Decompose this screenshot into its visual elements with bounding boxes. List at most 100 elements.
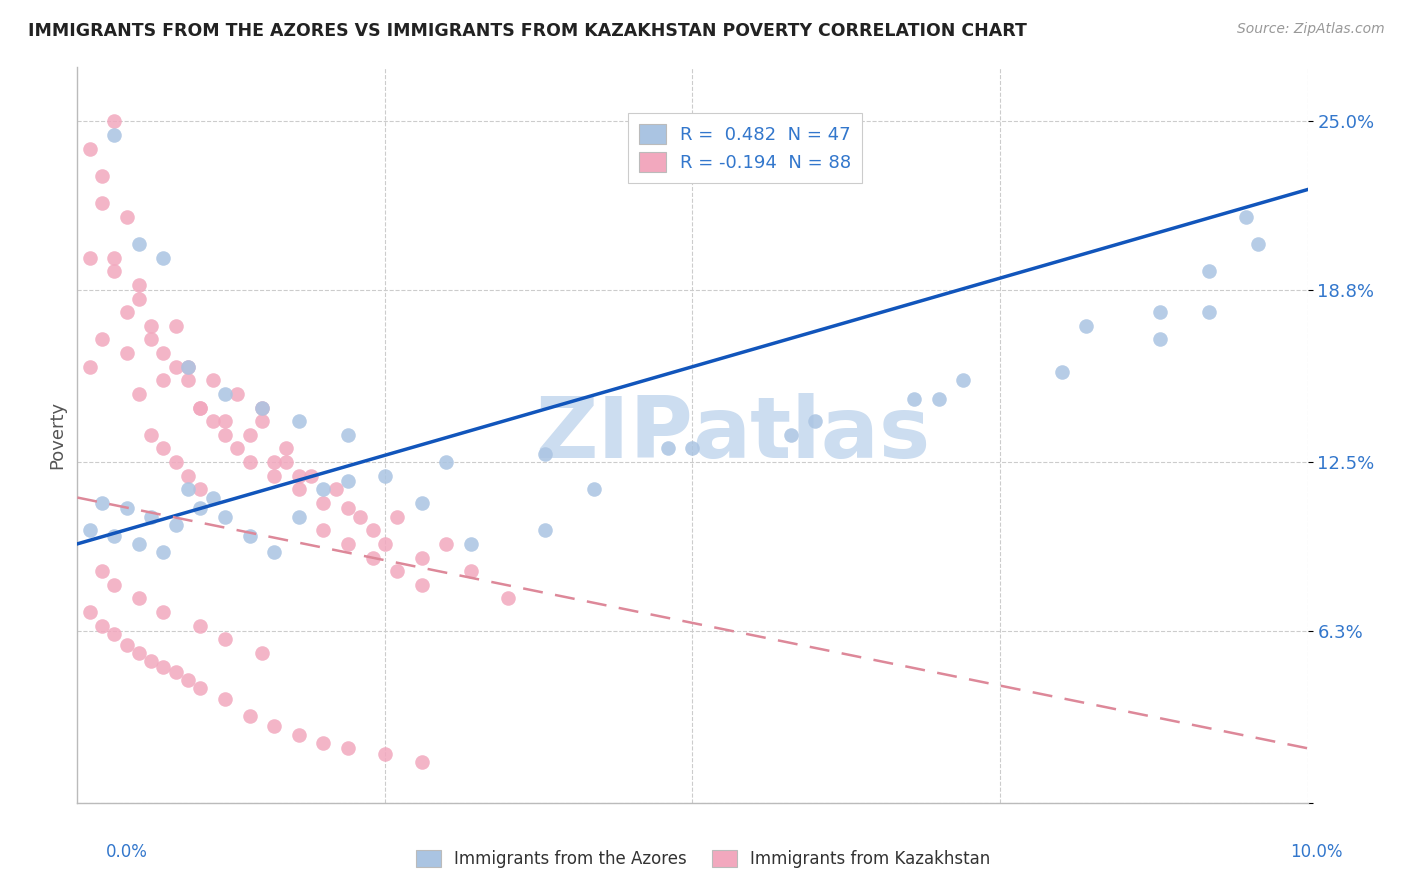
Point	[337, 427, 360, 442]
Point	[103, 264, 125, 278]
Point	[115, 210, 138, 224]
Point	[201, 414, 224, 428]
Point	[1247, 237, 1270, 252]
Point	[152, 373, 174, 387]
Point	[1076, 318, 1098, 333]
Point	[90, 618, 114, 632]
Text: ZIP: ZIP	[534, 393, 693, 476]
Text: Source: ZipAtlas.com: Source: ZipAtlas.com	[1237, 22, 1385, 37]
Point	[165, 517, 187, 532]
Point	[411, 578, 433, 592]
Point	[79, 142, 101, 156]
Point	[1149, 333, 1171, 347]
Point	[250, 401, 273, 415]
Point	[177, 483, 200, 497]
Point	[115, 305, 138, 319]
Point	[250, 401, 273, 415]
Point	[288, 414, 311, 428]
Point	[79, 605, 101, 619]
Point	[141, 509, 163, 524]
Point	[90, 333, 114, 347]
Point	[288, 483, 311, 497]
Point	[90, 169, 114, 183]
Point	[1149, 305, 1171, 319]
Point	[141, 333, 163, 347]
Point	[374, 468, 396, 483]
Point	[325, 483, 347, 497]
Point	[276, 442, 298, 456]
Point	[460, 564, 482, 578]
Point	[349, 509, 371, 524]
Point	[128, 387, 150, 401]
Point	[188, 501, 212, 516]
Point	[1234, 210, 1257, 224]
Point	[226, 387, 249, 401]
Point	[928, 392, 950, 407]
Point	[337, 741, 360, 756]
Point	[534, 447, 557, 461]
Point	[411, 550, 433, 565]
Point	[903, 392, 925, 407]
Point	[214, 692, 236, 706]
Point	[214, 414, 236, 428]
Point	[263, 455, 285, 469]
Point	[128, 591, 150, 606]
Point	[103, 529, 125, 543]
Point	[128, 537, 150, 551]
Legend: Immigrants from the Azores, Immigrants from Kazakhstan: Immigrants from the Azores, Immigrants f…	[409, 843, 997, 875]
Point	[165, 359, 187, 374]
Point	[188, 401, 212, 415]
Point	[177, 359, 200, 374]
Point	[128, 237, 150, 252]
Point	[115, 638, 138, 652]
Point	[201, 373, 224, 387]
Point	[276, 455, 298, 469]
Point	[214, 387, 236, 401]
Point	[682, 442, 704, 456]
Point	[411, 496, 433, 510]
Point	[103, 128, 125, 142]
Point	[374, 747, 396, 761]
Point	[79, 523, 101, 537]
Point	[239, 708, 262, 723]
Point	[288, 728, 311, 742]
Point	[188, 401, 212, 415]
Point	[152, 605, 174, 619]
Point	[214, 427, 236, 442]
Y-axis label: Poverty: Poverty	[48, 401, 66, 469]
Point	[188, 483, 212, 497]
Point	[239, 529, 262, 543]
Point	[128, 277, 150, 292]
Point	[165, 455, 187, 469]
Point	[239, 455, 262, 469]
Point	[165, 318, 187, 333]
Point	[226, 442, 249, 456]
Point	[177, 673, 200, 688]
Point	[188, 681, 212, 696]
Point	[337, 501, 360, 516]
Point	[103, 578, 125, 592]
Point	[312, 736, 335, 750]
Point	[214, 509, 236, 524]
Legend: R =  0.482  N = 47, R = -0.194  N = 88: R = 0.482 N = 47, R = -0.194 N = 88	[627, 112, 862, 184]
Point	[152, 346, 174, 360]
Point	[299, 468, 322, 483]
Point	[214, 632, 236, 647]
Point	[115, 346, 138, 360]
Point	[263, 719, 285, 733]
Point	[152, 442, 174, 456]
Point	[152, 659, 174, 673]
Point	[141, 654, 163, 668]
Point	[804, 414, 827, 428]
Point	[312, 496, 335, 510]
Point	[250, 414, 273, 428]
Point	[1050, 365, 1073, 379]
Point	[1198, 264, 1220, 278]
Point	[583, 483, 606, 497]
Point	[337, 537, 360, 551]
Point	[361, 523, 384, 537]
Text: 10.0%: 10.0%	[1291, 843, 1343, 861]
Point	[103, 251, 125, 265]
Point	[128, 646, 150, 660]
Point	[141, 318, 163, 333]
